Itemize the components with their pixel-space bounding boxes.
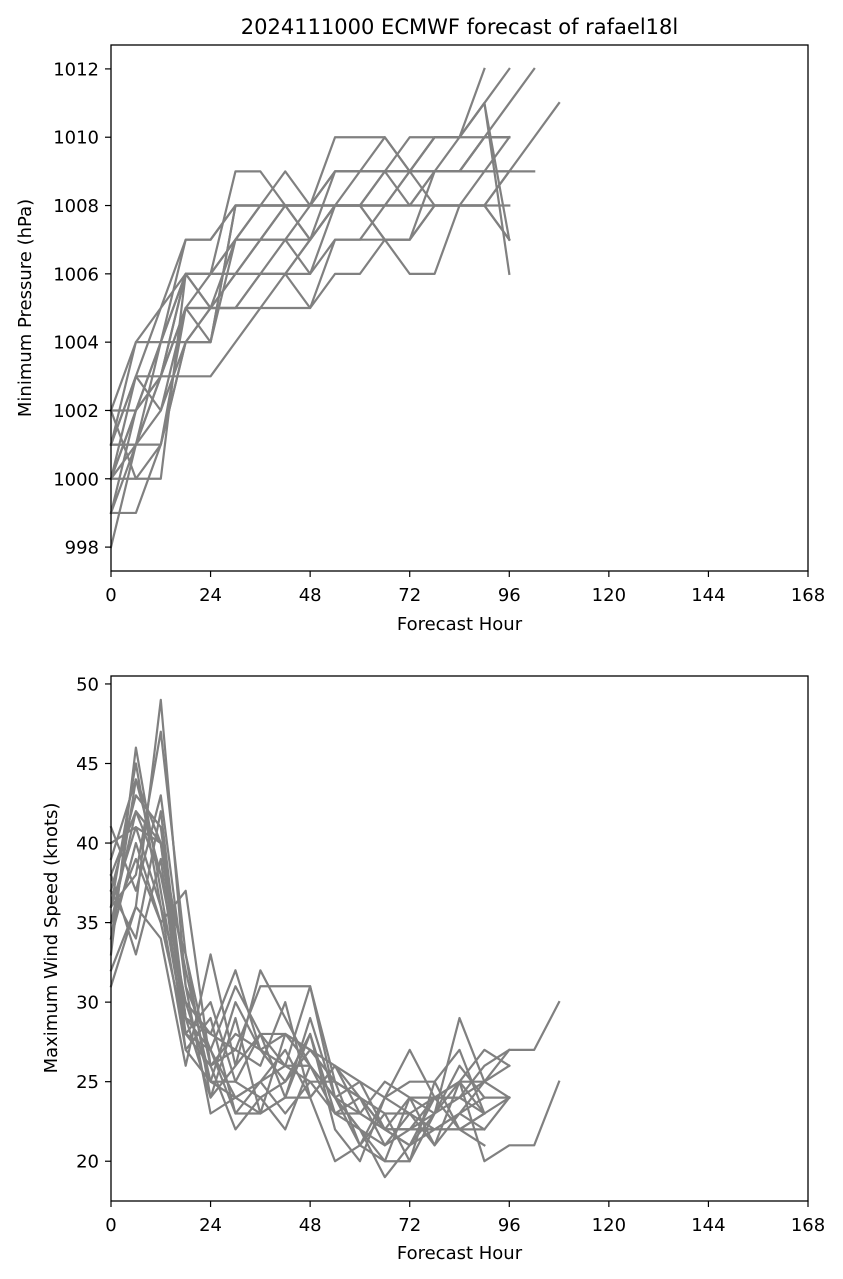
pressure-y-tick-label: 1012 (53, 59, 99, 80)
wind-x-tick-label: 72 (398, 1215, 421, 1236)
wind-series-line-17 (109, 826, 486, 1163)
pressure-x-tick-label: 120 (592, 585, 626, 606)
pressure-chart: 2024111000 ECMWF forecast of rafael18l 0… (15, 15, 825, 635)
pressure-x-tick-label: 168 (791, 585, 825, 606)
wind-x-tick-label: 168 (791, 1215, 825, 1236)
wind-x-tick-label: 24 (199, 1215, 222, 1236)
wind-speed-chart: 0 24 48 72 96 120 144 168 20 25 30 35 40 45 50 Foreca… (41, 674, 825, 1264)
pressure-x-tick-label: 72 (398, 585, 421, 606)
pressure-x-tick-label: 48 (299, 585, 322, 606)
pressure-x-tick-label: 96 (498, 585, 521, 606)
pressure-y-tick-label: 1010 (53, 128, 99, 149)
pressure-x-ticks: 0 24 48 72 96 120 144 168 (105, 571, 825, 606)
pressure-series-line-17 (109, 170, 511, 446)
pressure-series-line-16 (109, 135, 511, 515)
wind-series-line-16 (109, 905, 486, 1163)
wind-plot-frame (110, 675, 809, 1202)
pressure-y-tick-label: 1004 (53, 333, 99, 354)
pressure-y-tick-label: 998 (65, 538, 99, 559)
wind-x-axis-label: Forecast Hour (397, 1243, 523, 1264)
pressure-x-tick-label: 24 (199, 585, 222, 606)
pressure-plot-frame (110, 44, 809, 572)
wind-x-tick-label: 96 (498, 1215, 521, 1236)
wind-y-axis-label: Maximum Wind Speed (knots) (41, 803, 62, 1074)
wind-y-tick-label: 45 (76, 754, 99, 775)
pressure-y-ticks: 998 1000 1002 1004 1006 1008 1010 1012 (53, 59, 111, 559)
pressure-x-axis-label: Forecast Hour (397, 614, 523, 635)
wind-y-ticks: 20 25 30 35 40 45 50 (76, 674, 111, 1173)
pressure-x-tick-label: 144 (691, 585, 725, 606)
pressure-y-tick-label: 1000 (53, 469, 99, 490)
wind-series-line-13 (109, 857, 486, 1115)
pressure-series-lines (109, 67, 561, 549)
wind-x-tick-label: 144 (691, 1215, 725, 1236)
wind-x-tick-label: 48 (299, 1215, 322, 1236)
wind-x-ticks: 0 24 48 72 96 120 144 168 (105, 1201, 825, 1236)
wind-x-tick-label: 0 (105, 1215, 116, 1236)
wind-y-tick-label: 20 (76, 1152, 99, 1173)
wind-y-tick-label: 50 (76, 674, 99, 695)
wind-series-line-12 (109, 730, 486, 1163)
chart-title: 2024111000 ECMWF forecast of rafael18l (241, 15, 678, 39)
wind-y-tick-label: 25 (76, 1072, 99, 1093)
pressure-y-tick-label: 1008 (53, 196, 99, 217)
wind-y-tick-label: 30 (76, 993, 99, 1014)
wind-x-tick-label: 120 (592, 1215, 626, 1236)
pressure-x-tick-label: 0 (105, 585, 116, 606)
wind-series-lines (109, 698, 561, 1179)
pressure-y-tick-label: 1006 (53, 264, 99, 285)
wind-y-tick-label: 40 (76, 834, 99, 855)
pressure-y-tick-label: 1002 (53, 401, 99, 422)
wind-y-tick-label: 35 (76, 913, 99, 934)
wind-series-line-15 (109, 857, 486, 1115)
pressure-y-axis-label: Minimum Pressure (hPa) (15, 199, 36, 417)
pressure-series-line-13 (109, 169, 511, 447)
